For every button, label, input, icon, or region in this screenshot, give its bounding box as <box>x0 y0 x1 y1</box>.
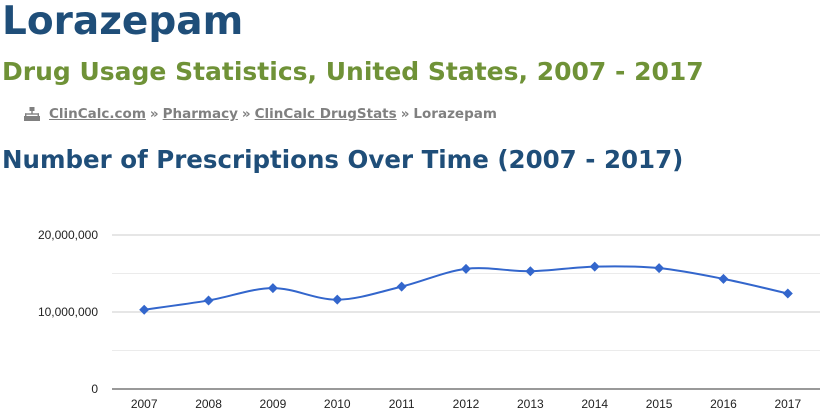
chart-data-point[interactable] <box>525 266 536 277</box>
chart-x-tick-label: 2013 <box>517 397 544 411</box>
chart-data-point[interactable] <box>461 263 471 274</box>
breadcrumb-separator: » <box>149 106 159 122</box>
chart-x-tick-label: 2014 <box>581 397 608 411</box>
chart-series-line <box>144 265 789 311</box>
chart-y-tick-label: 0 <box>91 382 98 396</box>
chart-data-points <box>139 261 793 315</box>
chart-x-tick-label: 2017 <box>774 397 801 411</box>
chart-y-tick-label: 20,000,000 <box>38 228 98 242</box>
breadcrumb: ClinCalc.com » Pharmacy » ClinCalc DrugS… <box>24 103 497 125</box>
section-title: Number of Prescriptions Over Time (2007 … <box>2 145 684 174</box>
chart-x-tick-label: 2010 <box>324 397 351 411</box>
breadcrumb-link-drugstats[interactable]: ClinCalc DrugStats <box>254 106 397 122</box>
chart-data-point[interactable] <box>203 295 214 306</box>
chart-gridlines <box>112 234 820 390</box>
chart-data-point[interactable] <box>654 263 665 274</box>
chart-x-tick-label: 2015 <box>646 397 673 411</box>
chart-y-tick-label: 10,000,000 <box>38 305 98 319</box>
chart-data-point[interactable] <box>782 288 793 299</box>
chart-data-point[interactable] <box>718 273 729 284</box>
chart-x-tick-label: 2011 <box>389 397 415 411</box>
breadcrumb-separator: » <box>241 106 251 122</box>
chart-x-tick-label: 2012 <box>453 397 480 411</box>
chart-x-tick-label: 2009 <box>260 397 287 411</box>
page-title: Lorazepam <box>2 0 244 44</box>
breadcrumb-link-clincalc[interactable]: ClinCalc.com <box>49 106 146 122</box>
breadcrumb-separator: » <box>400 106 410 122</box>
chart-x-tick-label: 2008 <box>195 397 222 411</box>
chart-y-tick-labels: 0 10,000,000 20,000,000 <box>38 228 98 396</box>
chart-data-point[interactable] <box>139 304 150 315</box>
chart-x-tick-label: 2007 <box>131 397 158 411</box>
chart-x-tick-label: 2016 <box>710 397 737 411</box>
chart-data-point[interactable] <box>332 294 343 305</box>
page-subtitle: Drug Usage Statistics, United States, 20… <box>2 57 704 86</box>
chart-series-line-layer <box>144 265 789 311</box>
chart-x-tick-labels: 2007 2008 2009 2010 2011 2012 2013 2014 2015 2016… <box>131 397 802 411</box>
breadcrumb-current: Lorazepam <box>413 106 497 122</box>
chart-data-point[interactable] <box>589 261 600 272</box>
chart-data-point[interactable] <box>267 283 278 294</box>
chart-data-point[interactable] <box>396 281 407 292</box>
sitemap-icon <box>24 107 40 121</box>
breadcrumb-link-pharmacy[interactable]: Pharmacy <box>162 106 238 122</box>
